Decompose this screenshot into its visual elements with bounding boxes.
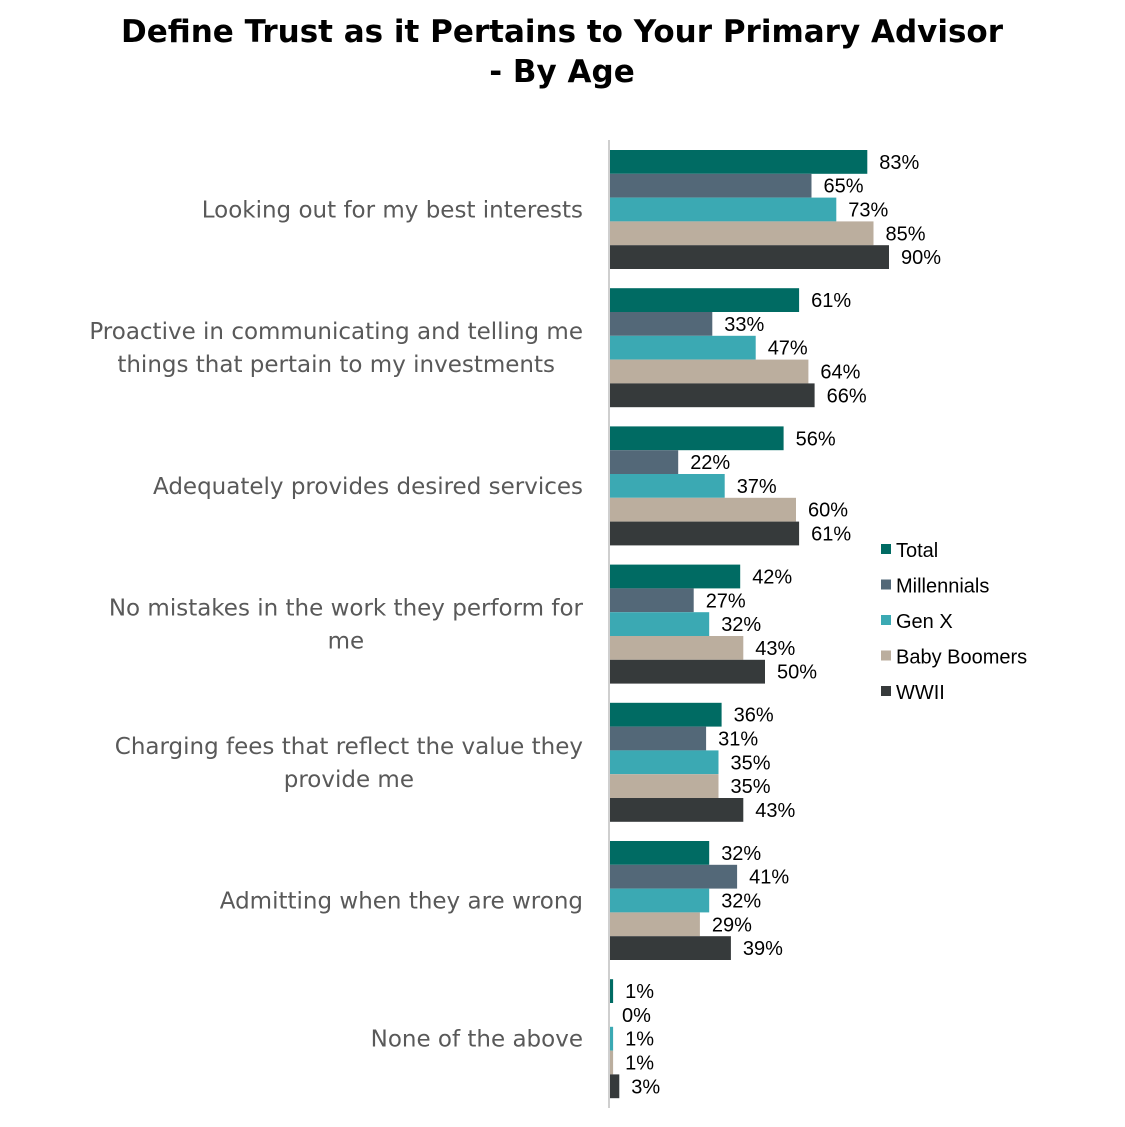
bar-wwii-cat-6 (610, 936, 731, 960)
bar-total-cat-6 (610, 841, 710, 865)
bar-wwii-cat-4 (610, 659, 765, 684)
category-label-4-line-1: No mistakes in the work they perform for (109, 596, 584, 622)
legend-label-wwii: WWII (896, 682, 945, 704)
bar-millennials-cat-3 (610, 450, 679, 474)
value-label-gen-x-cat-3: 37% (737, 476, 777, 498)
bar-total-cat-5 (610, 702, 722, 727)
value-label-millennials-cat-6: 41% (749, 867, 789, 889)
value-label-baby-boomers-cat-6: 29% (712, 914, 752, 936)
bar-gen-x-cat-3 (610, 474, 725, 498)
value-label-millennials-cat-4: 27% (706, 590, 746, 612)
value-label-wwii-cat-3: 61% (811, 524, 851, 546)
bar-baby-boomers-cat-2 (610, 359, 809, 384)
bar-gen-x-cat-7 (610, 1026, 614, 1051)
value-label-millennials-cat-3: 22% (690, 452, 730, 474)
bar-wwii-cat-2 (610, 383, 815, 408)
bar-baby-boomers-cat-4 (610, 636, 744, 660)
bar-gen-x-cat-5 (610, 750, 719, 775)
value-label-total-cat-3: 56% (796, 428, 836, 450)
value-label-wwii-cat-6: 39% (743, 938, 783, 960)
bar-wwii-cat-1 (610, 245, 889, 269)
value-label-baby-boomers-cat-3: 60% (808, 500, 848, 522)
value-label-millennials-cat-7: 0% (622, 1005, 651, 1027)
legend-swatch-millennials (881, 579, 891, 590)
bar-baby-boomers-cat-3 (610, 497, 796, 522)
value-label-wwii-cat-2: 66% (827, 385, 867, 407)
value-label-gen-x-cat-2: 47% (768, 338, 808, 360)
bar-gen-x-cat-4 (610, 612, 710, 636)
value-label-total-cat-6: 32% (721, 843, 761, 865)
legend-label-millennials: Millennials (896, 576, 989, 598)
value-label-total-cat-2: 61% (811, 290, 851, 312)
legend: Total Millennials Gen X Baby Boomers WWII (881, 540, 1027, 704)
value-label-gen-x-cat-6: 32% (721, 891, 761, 913)
category-label-3-line-1: Adequately provides desired services (153, 474, 583, 500)
value-label-baby-boomers-cat-4: 43% (755, 638, 795, 660)
value-label-wwii-cat-4: 50% (777, 662, 817, 684)
value-label-gen-x-cat-7: 1% (625, 1029, 654, 1051)
bar-total-cat-3 (610, 426, 784, 451)
legend-swatch-total (881, 544, 891, 554)
value-label-baby-boomers-cat-7: 1% (625, 1053, 654, 1075)
legend-swatch-gen-x (881, 615, 891, 625)
bar-gen-x-cat-6 (610, 888, 710, 913)
bar-millennials-cat-5 (610, 726, 707, 751)
chart-title: Define Trust as it Pertains to Your Prim… (121, 14, 1004, 90)
value-label-millennials-cat-1: 65% (824, 176, 864, 198)
legend-label-total: Total (896, 540, 938, 562)
bars (610, 150, 889, 1099)
bar-millennials-cat-2 (610, 312, 713, 336)
category-label-7-line-1: None of the above (371, 1027, 583, 1053)
bar-millennials-cat-4 (610, 588, 694, 613)
value-label-millennials-cat-2: 33% (724, 314, 764, 336)
bar-baby-boomers-cat-6 (610, 912, 700, 937)
legend-swatch-baby-boomers (881, 650, 891, 661)
value-label-gen-x-cat-5: 35% (731, 752, 771, 774)
value-labels: 83% 65%73%85%90% 61% 33%47% 64%66% 56% 22% 37% 6… (622, 152, 941, 1098)
value-label-wwii-cat-5: 43% (755, 800, 795, 822)
value-label-total-cat-4: 42% (752, 567, 792, 589)
bar-gen-x-cat-2 (610, 335, 756, 360)
bar-total-cat-2 (610, 288, 800, 312)
category-label-2-line-1: Proactive in communicating and telling m… (89, 319, 583, 345)
bar-millennials-cat-1 (610, 173, 812, 198)
bar-total-cat-4 (610, 564, 741, 589)
value-label-baby-boomers-cat-5: 35% (731, 776, 771, 798)
value-label-baby-boomers-cat-2: 64% (820, 362, 860, 384)
value-label-wwii-cat-1: 90% (901, 247, 941, 269)
bar-wwii-cat-5 (610, 798, 744, 822)
legend-swatch-wwii (881, 686, 891, 696)
category-label-4-line-2: me (328, 629, 365, 655)
bar-baby-boomers-cat-5 (610, 774, 719, 798)
legend-label-gen-x: Gen X (896, 611, 953, 633)
value-label-total-cat-7: 1% (625, 981, 654, 1003)
value-label-gen-x-cat-4: 32% (721, 614, 761, 636)
bar-total-cat-7 (610, 979, 614, 1003)
value-label-wwii-cat-7: 3% (631, 1076, 660, 1098)
bar-wwii-cat-7 (610, 1074, 620, 1099)
category-label-5-line-1: Charging fees that reflect the value the… (115, 734, 583, 760)
value-label-total-cat-5: 36% (734, 705, 774, 727)
legend-label-baby-boomers: Baby Boomers (896, 647, 1027, 669)
value-label-baby-boomers-cat-1: 85% (886, 223, 926, 245)
bar-baby-boomers-cat-7 (610, 1050, 614, 1075)
bar-baby-boomers-cat-1 (610, 221, 874, 246)
value-label-gen-x-cat-1: 73% (848, 200, 888, 222)
bar-total-cat-1 (610, 150, 868, 174)
category-label-6-line-1: Admitting when they are wrong (220, 889, 583, 915)
bar-millennials-cat-6 (610, 864, 738, 889)
category-label-2-line-2: things that pertain to my investments (117, 352, 555, 378)
category-labels: Looking out for my best interests Proacti… (89, 198, 583, 1053)
chart-title-line-2: - By Age (489, 54, 635, 90)
category-label-1-line-1: Looking out for my best interests (202, 198, 583, 224)
chart-title-line-1: Define Trust as it Pertains to Your Prim… (121, 14, 1004, 50)
category-label-5-line-2: provide me (284, 767, 414, 793)
bar-gen-x-cat-1 (610, 197, 837, 222)
value-label-millennials-cat-5: 31% (718, 729, 758, 751)
value-label-total-cat-1: 83% (879, 152, 919, 174)
bar-wwii-cat-3 (610, 521, 800, 546)
